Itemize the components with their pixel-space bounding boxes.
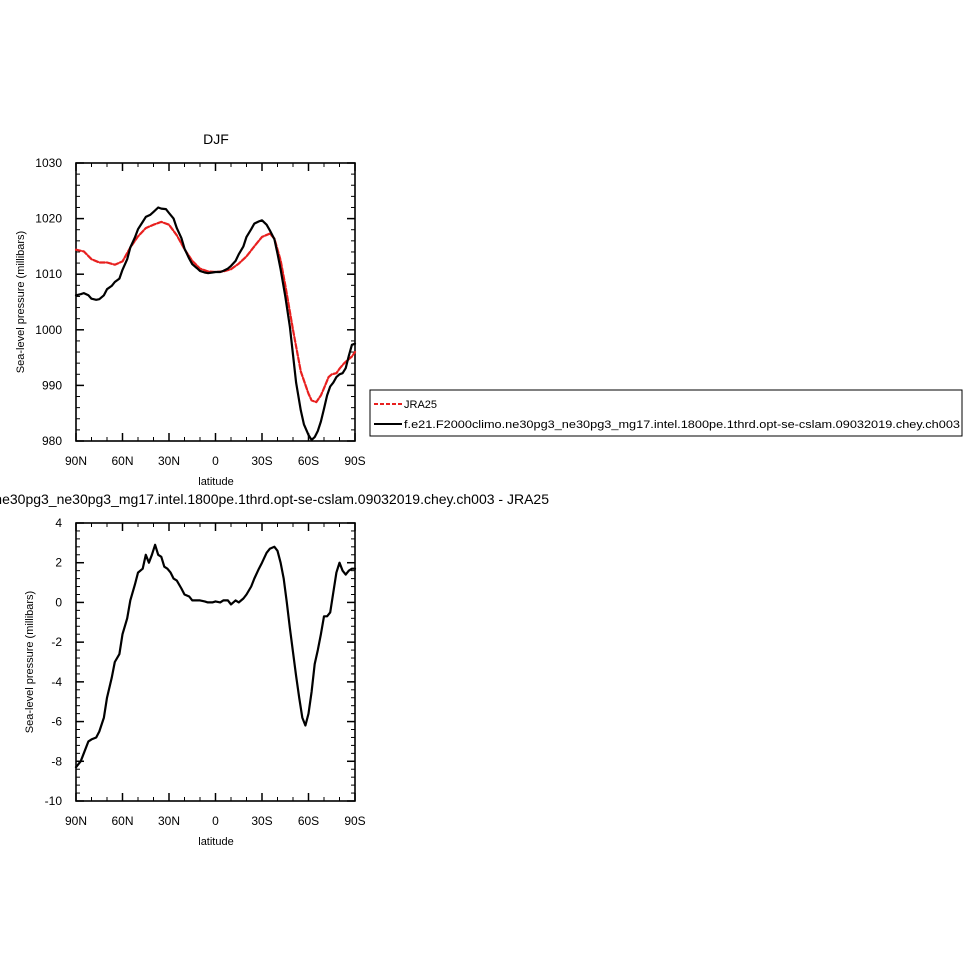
legend-label-model: f.e21.F2000climo.ne30pg3_ne30pg3_mg17.in…	[404, 419, 960, 431]
y-tick-label: -6	[51, 715, 62, 729]
legend: JRA25 f.e21.F2000climo.ne30pg3_ne30pg3_m…	[369, 389, 963, 437]
x-tick-label: 60N	[111, 454, 133, 468]
y-tick-label: 0	[55, 595, 62, 609]
x-tick-label: 90N	[65, 814, 87, 828]
y-axis-label: Sea-level pressure (millibars)	[24, 591, 36, 733]
x-tick-label: 30S	[251, 454, 272, 468]
plot-frame	[75, 522, 356, 802]
y-axis-label: Sea-level pressure (millibars)	[15, 231, 27, 373]
axis-ticks: 90N 60N 30N 0 30S 60S 90S -10 -8 -6 -4 -2 0 2 4	[45, 516, 366, 828]
series-lines	[74, 206, 357, 441]
y-tick-label: 4	[55, 516, 62, 530]
series-line-jra25	[74, 220, 357, 404]
series-line-model	[74, 206, 357, 441]
top-panel: DJF 90N 60N 30N 0 30S 60S 90S 980 990 1000 1010 102…	[15, 131, 366, 488]
bottom-panel: f.e21.F2000climo.ne30pg3_ne30pg3_mg17.in…	[0, 491, 549, 848]
series-line-difference	[74, 543, 357, 769]
legend-box	[369, 389, 963, 437]
x-tick-label: 90N	[65, 454, 87, 468]
x-tick-label: 30N	[158, 814, 180, 828]
x-tick-label: 90S	[344, 814, 365, 828]
chart-title: DJF	[203, 131, 229, 147]
y-tick-label: 1000	[35, 323, 62, 337]
y-tick-label: 980	[42, 434, 62, 448]
y-tick-label: 990	[42, 378, 62, 392]
x-axis-label: latitude	[198, 476, 233, 488]
x-tick-label: 0	[212, 814, 219, 828]
y-tick-label: -2	[51, 635, 62, 649]
y-tick-label: -4	[51, 675, 62, 689]
x-tick-label: 60N	[111, 814, 133, 828]
y-tick-label: 1010	[35, 267, 62, 281]
x-tick-label: 0	[212, 454, 219, 468]
y-tick-label: 1020	[35, 212, 62, 226]
y-tick-label: -10	[45, 794, 63, 808]
plot-frame	[75, 162, 356, 442]
x-tick-label: 90S	[344, 454, 365, 468]
legend-label-jra25: JRA25	[404, 399, 437, 411]
x-tick-label: 30N	[158, 454, 180, 468]
x-tick-label: 60S	[298, 454, 319, 468]
y-tick-label: 1030	[35, 156, 62, 170]
y-tick-label: 2	[55, 556, 62, 570]
difference-title: f.e21.F2000climo.ne30pg3_ne30pg3_mg17.in…	[0, 491, 549, 507]
y-tick-label: -8	[51, 754, 62, 768]
x-tick-label: 30S	[251, 814, 272, 828]
x-tick-label: 60S	[298, 814, 319, 828]
x-axis-label: latitude	[198, 836, 233, 848]
series-lines	[74, 543, 357, 769]
axis-ticks: 90N 60N 30N 0 30S 60S 90S 980 990 1000 1010 1020 103…	[35, 156, 365, 468]
